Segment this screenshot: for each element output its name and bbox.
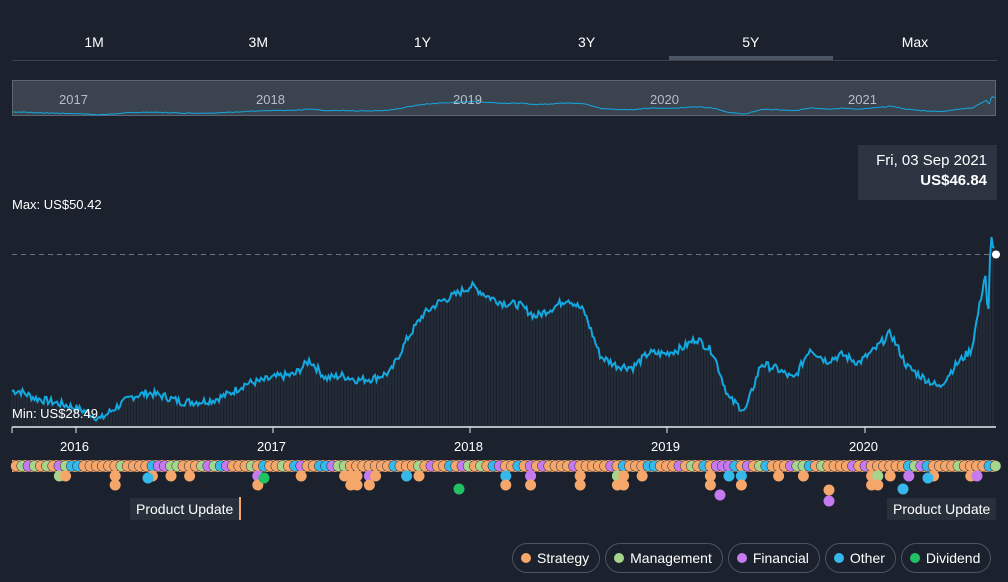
x-tick-label: 2016 — [60, 439, 89, 454]
tab-5y[interactable]: 5Y — [668, 22, 834, 60]
event-label-product-update[interactable]: Product Update — [887, 498, 997, 520]
event-dot — [971, 470, 983, 482]
event-dot — [500, 470, 512, 482]
event-dot — [165, 470, 177, 482]
event-legend: Strategy Management Financial Other Divi… — [512, 543, 992, 573]
event-dot — [773, 470, 785, 482]
event-dot — [525, 470, 537, 482]
event-dot — [714, 489, 726, 501]
range-navigator[interactable]: 2017 2018 2019 2020 2021 — [12, 80, 996, 116]
event-dot — [60, 470, 72, 482]
x-tick-label: 2020 — [849, 439, 878, 454]
event-dot — [636, 470, 648, 482]
event-markers — [10, 460, 1002, 507]
event-dot — [897, 483, 909, 495]
x-tick-label: 2019 — [651, 439, 680, 454]
event-dot — [500, 479, 512, 491]
event-dot — [401, 470, 413, 482]
legend-management[interactable]: Management — [605, 543, 723, 573]
x-tick-label: 2018 — [454, 439, 483, 454]
event-dot — [823, 484, 835, 496]
event-dot — [872, 470, 884, 482]
max-price-label: Max: US$50.42 — [12, 197, 102, 212]
navigator-year-label: 2017 — [59, 92, 88, 107]
price-tooltip: Fri, 03 Sep 2021 US$46.84 — [858, 145, 997, 200]
event-dot — [109, 470, 121, 482]
event-dot — [723, 470, 735, 482]
event-dot — [884, 470, 896, 482]
event-dot — [413, 470, 425, 482]
navigator-year-label: 2018 — [256, 92, 285, 107]
navigator-line — [13, 95, 996, 116]
event-dot — [872, 479, 884, 491]
financial-dot-icon — [736, 553, 747, 563]
time-range-tabs: 1M 3M 1Y 3Y 5Y Max — [12, 22, 997, 61]
event-dot — [295, 470, 307, 482]
event-dot — [453, 483, 465, 495]
area-fill — [11, 247, 994, 427]
event-dot — [574, 470, 586, 482]
legend-other[interactable]: Other — [824, 543, 896, 573]
x-tick-label: 2017 — [257, 439, 286, 454]
event-dot — [618, 470, 630, 482]
min-price-label: Min: US$28.49 — [12, 406, 98, 421]
navigator-year-label: 2020 — [650, 92, 679, 107]
legend-strategy[interactable]: Strategy — [512, 543, 601, 573]
event-dot — [823, 495, 835, 507]
tab-1m[interactable]: 1M — [84, 34, 104, 50]
event-dot — [735, 479, 747, 491]
navigator-year-label: 2021 — [848, 92, 877, 107]
event-dot — [525, 479, 537, 491]
legend-label: Other — [849, 550, 885, 566]
legend-label: Financial — [752, 550, 809, 566]
event-dot — [351, 470, 363, 482]
legend-label: Management — [630, 550, 712, 566]
dividend-dot-icon — [909, 553, 920, 563]
legend-label: Strategy — [537, 550, 590, 566]
current-price-marker — [992, 250, 1000, 259]
tooltip-date: Fri, 03 Sep 2021 — [876, 152, 987, 169]
event-dot — [922, 472, 934, 484]
strategy-dot-icon — [521, 553, 531, 563]
tooltip-price: US$46.84 — [920, 172, 987, 189]
event-dot — [704, 479, 716, 491]
navigator-series-line — [13, 95, 996, 116]
event-label-product-update[interactable]: Product Update — [130, 498, 240, 520]
event-dot — [903, 470, 915, 482]
event-dot — [142, 472, 154, 484]
event-dot — [735, 470, 747, 482]
tab-max[interactable]: Max — [901, 34, 929, 50]
event-dot — [574, 479, 586, 491]
event-dot — [989, 460, 1002, 472]
other-dot-icon — [833, 553, 844, 563]
price-series-line — [11, 236, 995, 422]
legend-label: Dividend — [925, 550, 981, 566]
event-dot — [184, 470, 196, 482]
event-dot — [109, 479, 121, 491]
event-dot — [258, 472, 270, 484]
event-dot — [351, 479, 363, 491]
event-dot — [618, 479, 630, 491]
event-dot — [704, 470, 716, 482]
event-dot — [797, 470, 809, 482]
event-marker — [239, 497, 241, 520]
event-dot — [370, 470, 382, 482]
management-dot-icon — [614, 553, 625, 563]
event-dot — [363, 479, 375, 491]
legend-financial[interactable]: Financial — [727, 543, 820, 573]
navigator-year-label: 2019 — [453, 92, 482, 107]
tab-1y[interactable]: 1Y — [413, 34, 431, 50]
legend-dividend[interactable]: Dividend — [900, 543, 992, 573]
tab-3m[interactable]: 3M — [248, 34, 268, 50]
tab-3y[interactable]: 3Y — [578, 34, 596, 50]
